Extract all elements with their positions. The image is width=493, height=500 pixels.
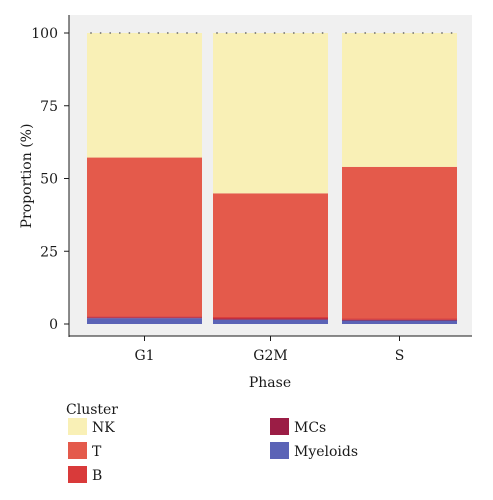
bar-top-dot [138, 32, 140, 34]
bar-segment-s-t [342, 166, 457, 319]
bar-top-dot [254, 32, 257, 34]
y-tick-label: 100 [31, 26, 58, 42]
bar-top-dot [450, 32, 453, 34]
bar-top-dot [176, 32, 179, 34]
bar-top-dot [402, 32, 405, 34]
bar-top-dot [244, 32, 247, 34]
bar-top-dot [354, 32, 357, 34]
legend-label-mcs: MCs [294, 420, 326, 436]
bar-top-dot [216, 32, 218, 34]
legend-swatch-t [68, 442, 87, 459]
bar-top-dot [99, 32, 102, 34]
legend-swatch-nk [68, 418, 87, 435]
bar-top-dot [90, 32, 92, 34]
bar-top-dot [128, 32, 131, 34]
bar-top-dot [312, 32, 314, 34]
bar-top-dot [225, 32, 228, 34]
x-axis-title: Phase [249, 375, 291, 391]
bar-top-dot [147, 32, 150, 34]
bar-segment-g2m-nk [213, 33, 328, 194]
bar-top-dot [109, 32, 112, 34]
bar-top-dot [273, 32, 276, 34]
bar-top-dot [283, 32, 286, 34]
bar-top-dot [421, 32, 424, 34]
bar-top-dot [292, 32, 295, 34]
bar-segment-s-myeloids [342, 320, 457, 324]
y-axis-title: Proportion (%) [19, 124, 35, 229]
x-tick-label: G2M [253, 348, 287, 364]
y-tick-label: 0 [49, 317, 58, 333]
legend-label-myeloids: Myeloids [294, 444, 358, 460]
x-tick-label: G1 [134, 348, 154, 364]
y-tick-label: 75 [40, 99, 58, 115]
legend-swatch-mcs [270, 418, 289, 435]
bar-top-dot [264, 32, 266, 34]
bar-top-dot [373, 32, 376, 34]
bar-segment-g1-nk [87, 33, 202, 158]
legend-label-t: T [92, 444, 102, 460]
bars-layer [87, 33, 457, 324]
y-ticks-layer: 0 25 50 75 100 [31, 26, 69, 333]
bar-segment-g1-t [87, 157, 202, 317]
bar-top-dot [186, 32, 188, 34]
bar-segment-g2m-myeloids [213, 319, 328, 324]
bar-top-dot [118, 32, 121, 34]
bar-top-dot [321, 32, 324, 34]
bar-segment-s-b [342, 318, 457, 320]
bar-top-dot [393, 32, 395, 34]
bar-segment-g1-b [87, 316, 202, 318]
legend-swatch-myeloids [270, 442, 289, 459]
bar-segment-g1-mcs [87, 317, 202, 319]
bar-segment-g2m-t [213, 193, 328, 318]
bar-top-dot [431, 32, 434, 34]
y-tick-label: 25 [40, 244, 58, 260]
bar-top-dot [166, 32, 169, 34]
bar-top-dot [302, 32, 305, 34]
top-dots-layer [90, 32, 453, 34]
x-tick-label: S [395, 348, 405, 364]
bar-segment-g2m-mcs [213, 318, 328, 320]
bar-segment-g2m-b [213, 317, 328, 319]
bar-top-dot [195, 32, 198, 34]
bar-top-dot [345, 32, 347, 34]
legend-title: Cluster [66, 402, 118, 418]
bar-segment-s-mcs [342, 319, 457, 321]
legend: NK TB MCs Myeloids [68, 418, 358, 484]
bar-top-dot [412, 32, 415, 34]
legend-label-b: B [92, 468, 102, 484]
bar-segment-s-nk [342, 33, 457, 167]
legend-label-nk: NK [92, 420, 115, 436]
bar-top-dot [235, 32, 238, 34]
x-ticks-layer: G1 G2M S [134, 336, 404, 364]
bar-top-dot [383, 32, 386, 34]
y-tick-label: 50 [40, 172, 58, 188]
bar-segment-g1-myeloids [87, 318, 202, 324]
legend-swatch-b [68, 466, 87, 483]
bar-top-dot [364, 32, 367, 34]
bar-top-dot [157, 32, 160, 34]
bar-top-dot [441, 32, 443, 34]
